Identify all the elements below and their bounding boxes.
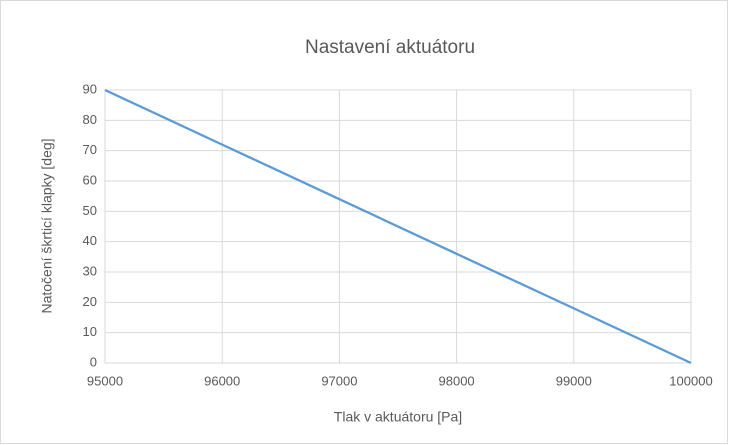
x-axis-label: Tlak v aktuátoru [Pa] xyxy=(334,409,462,425)
y-tick-label: 20 xyxy=(83,294,97,309)
x-tick-label: 96000 xyxy=(204,373,240,388)
x-tick-label: 95000 xyxy=(87,373,123,388)
x-tick-label: 98000 xyxy=(439,373,475,388)
y-tick-label: 80 xyxy=(83,112,97,127)
y-tick-label: 40 xyxy=(83,233,97,248)
data-line xyxy=(104,88,692,365)
x-tick-label: 97000 xyxy=(321,373,357,388)
x-tick-label: 99000 xyxy=(556,373,592,388)
y-tick-label: 10 xyxy=(83,324,97,339)
y-tick-label: 0 xyxy=(90,354,97,369)
chart-title: Nastavení aktuátoru xyxy=(305,37,475,58)
y-axis-label: Natočení škrticí klapky [deg] xyxy=(39,138,55,313)
y-tick-label: 90 xyxy=(83,81,97,96)
y-tick-label: 70 xyxy=(83,142,97,157)
y-tick-label: 30 xyxy=(83,263,97,278)
x-tick-label: 100000 xyxy=(669,373,712,388)
y-tick-label: 50 xyxy=(83,203,97,218)
y-tick-label: 60 xyxy=(83,172,97,187)
